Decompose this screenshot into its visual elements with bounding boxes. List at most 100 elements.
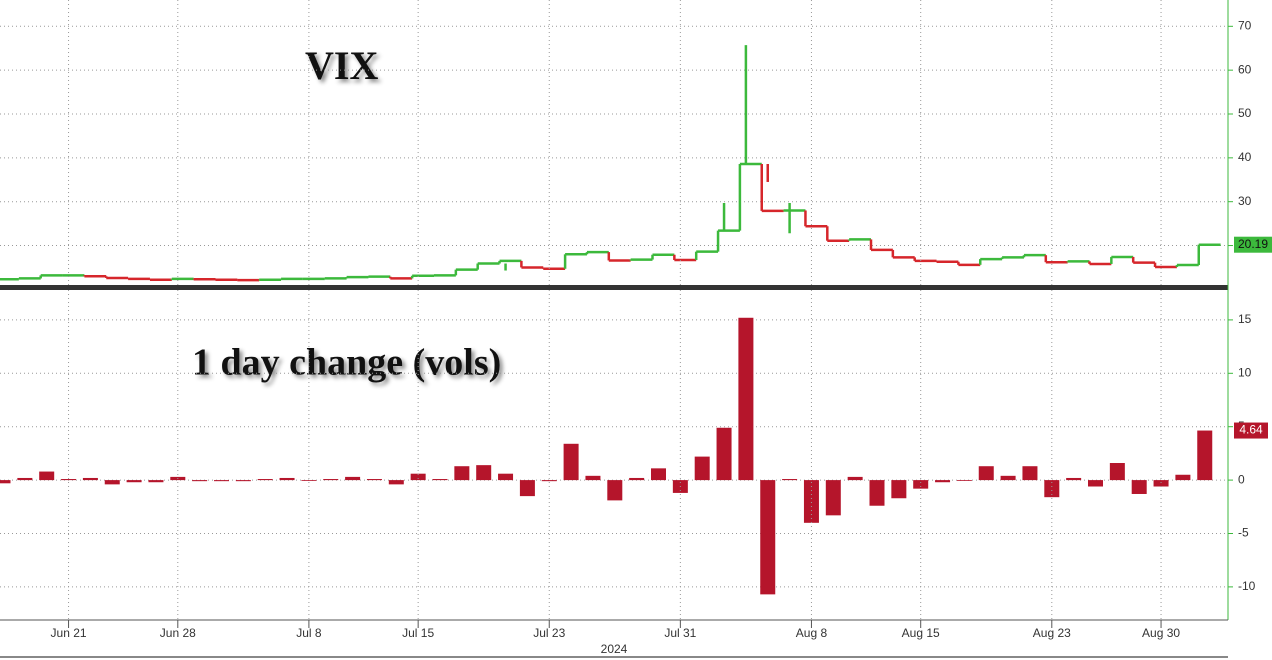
bar (323, 479, 339, 481)
bar (82, 477, 98, 481)
y-tick-label: 50 (1238, 106, 1252, 120)
x-tick-label: Jul 8 (296, 626, 322, 640)
bar (935, 480, 951, 483)
y-tick-label: 70 (1238, 18, 1252, 32)
last-value-box (1234, 236, 1272, 253)
vix-bar (738, 162, 762, 231)
vix-bar (542, 267, 566, 271)
bar (563, 443, 579, 481)
vix-bar (454, 268, 478, 276)
y-tick-label: 40 (1238, 150, 1252, 164)
bar (869, 480, 885, 506)
bar (847, 476, 863, 481)
x-tick-label: Aug 23 (1033, 626, 1071, 640)
bar (891, 480, 907, 499)
vix-bar (1131, 256, 1156, 264)
bar (694, 456, 710, 481)
bar (519, 480, 535, 497)
bar (148, 480, 164, 483)
vix-bar (847, 238, 871, 241)
vix-bar (585, 250, 609, 255)
x-tick-label: Aug 15 (902, 626, 940, 640)
chart-title: VIX (305, 43, 378, 88)
x-tick-label: Jun 28 (160, 626, 196, 640)
vix-bar (913, 257, 937, 263)
vix-bar (1153, 262, 1177, 269)
y-tick-label: -5 (1238, 526, 1249, 540)
x-tick-label: Aug 30 (1142, 626, 1180, 640)
bar (913, 480, 929, 489)
vix-bar (760, 163, 784, 213)
bar (0, 480, 11, 484)
vix-bar (979, 257, 1003, 265)
bar (1044, 480, 1060, 498)
vix-bar (563, 253, 587, 269)
vix-bar (498, 259, 522, 264)
bar (192, 480, 208, 482)
vix-bar (1066, 260, 1090, 263)
x-tick-label: Aug 8 (796, 626, 828, 640)
bar (803, 480, 819, 523)
bar (1066, 477, 1082, 481)
bar (1131, 480, 1147, 494)
vix-bar (520, 260, 544, 269)
bar (651, 468, 666, 481)
bar (607, 480, 623, 501)
vix-bar (279, 277, 303, 281)
bar (257, 479, 273, 481)
bar (410, 473, 426, 481)
vix-bar (1197, 243, 1221, 266)
bar (738, 317, 754, 481)
bar (1088, 480, 1103, 487)
vix-bar (651, 253, 675, 260)
bar (1022, 466, 1038, 481)
vix-bar (83, 274, 107, 278)
vix-bar (891, 249, 915, 259)
bar (585, 475, 601, 481)
y-tick-label: 10 (1238, 365, 1252, 379)
x-tick-label: Jun 21 (51, 626, 87, 640)
bar (126, 480, 142, 483)
vix-bar (1022, 253, 1046, 258)
bar (978, 466, 994, 481)
bar (760, 480, 776, 595)
panel-separator (0, 285, 1228, 290)
bar (279, 477, 295, 481)
bar (454, 466, 470, 481)
bar (1197, 430, 1213, 481)
bar (17, 477, 33, 481)
y-tick-label: -10 (1238, 579, 1256, 593)
vix-bar (673, 254, 697, 262)
bar (1175, 474, 1191, 481)
vix-bar (1000, 256, 1024, 260)
vix-bar (935, 260, 959, 264)
x-tick-label: Jul 15 (402, 626, 434, 640)
bar (61, 479, 77, 481)
chart-title: 1 day change (vols) (192, 342, 501, 384)
bar (39, 471, 55, 481)
vix-bar (869, 239, 893, 252)
bar (1000, 475, 1016, 481)
last-value-label: 20.19 (1238, 237, 1268, 251)
x-axis-label: 2024 (601, 642, 628, 656)
vix-bar (1044, 255, 1068, 264)
bar (214, 480, 229, 482)
last-value-box (1234, 422, 1268, 439)
vix-bar (629, 258, 653, 261)
bar (301, 480, 317, 481)
bar (1109, 463, 1125, 481)
bar (1153, 480, 1169, 487)
vix-bar (826, 226, 850, 242)
vix-bar (39, 274, 63, 279)
vix-bar (1175, 263, 1199, 268)
bar (476, 465, 492, 481)
bar (956, 480, 972, 481)
vix-bar (170, 277, 194, 281)
last-value-label: 4.64 (1239, 423, 1263, 437)
y-tick-label: 60 (1238, 62, 1252, 76)
bar (782, 479, 798, 481)
vix-bar (1088, 261, 1112, 266)
vix-bar (804, 210, 828, 228)
vix-bar (716, 229, 740, 252)
